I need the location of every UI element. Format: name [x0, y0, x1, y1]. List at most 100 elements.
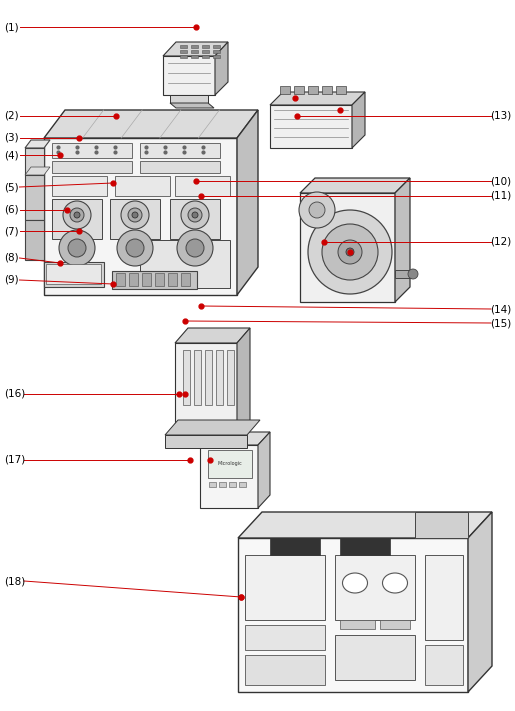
- Bar: [336, 86, 346, 94]
- Bar: [112, 271, 197, 289]
- Circle shape: [68, 239, 86, 257]
- Bar: [140, 143, 220, 158]
- Bar: [194, 350, 201, 405]
- Polygon shape: [215, 42, 228, 95]
- Circle shape: [322, 224, 378, 280]
- Text: (9): (9): [4, 275, 19, 285]
- Bar: [170, 199, 220, 239]
- Polygon shape: [352, 92, 365, 148]
- Bar: [213, 45, 220, 48]
- Text: (17): (17): [4, 455, 25, 465]
- Bar: [52, 161, 132, 173]
- Bar: [227, 350, 234, 405]
- Bar: [191, 50, 198, 53]
- Bar: [44, 262, 104, 287]
- Circle shape: [132, 212, 138, 218]
- Ellipse shape: [342, 573, 368, 593]
- Text: Micrologic: Micrologic: [218, 461, 243, 466]
- Circle shape: [188, 208, 202, 222]
- Bar: [52, 176, 107, 196]
- Bar: [208, 450, 252, 478]
- Text: (15): (15): [490, 318, 511, 328]
- Polygon shape: [170, 95, 208, 103]
- Circle shape: [192, 212, 198, 218]
- Polygon shape: [200, 432, 270, 445]
- Bar: [308, 86, 318, 94]
- Bar: [229, 482, 236, 487]
- Polygon shape: [163, 42, 228, 56]
- Circle shape: [63, 201, 91, 229]
- Polygon shape: [170, 103, 214, 108]
- Polygon shape: [270, 538, 320, 555]
- Circle shape: [299, 192, 335, 228]
- Bar: [191, 55, 198, 58]
- Polygon shape: [237, 110, 258, 295]
- Polygon shape: [165, 435, 247, 448]
- Bar: [216, 350, 223, 405]
- Bar: [213, 55, 220, 58]
- Bar: [202, 55, 209, 58]
- Bar: [180, 55, 187, 58]
- Polygon shape: [395, 178, 410, 302]
- Circle shape: [117, 230, 153, 266]
- Bar: [425, 555, 463, 640]
- Bar: [335, 555, 415, 620]
- Text: (1): (1): [4, 22, 19, 32]
- Bar: [294, 86, 304, 94]
- Bar: [239, 482, 246, 487]
- Polygon shape: [25, 148, 44, 175]
- Polygon shape: [163, 56, 215, 95]
- Bar: [116, 273, 125, 286]
- Text: (10): (10): [490, 176, 511, 186]
- Polygon shape: [270, 105, 352, 148]
- Ellipse shape: [383, 573, 407, 593]
- Polygon shape: [175, 328, 250, 343]
- Text: (6): (6): [4, 205, 19, 215]
- Bar: [219, 482, 226, 487]
- Polygon shape: [238, 512, 492, 538]
- Text: (7): (7): [4, 226, 19, 236]
- Bar: [322, 86, 332, 94]
- Bar: [180, 50, 187, 53]
- Bar: [209, 482, 216, 487]
- Circle shape: [309, 202, 325, 218]
- Polygon shape: [44, 110, 258, 138]
- Polygon shape: [165, 420, 260, 435]
- Bar: [340, 620, 375, 629]
- Text: (18): (18): [4, 576, 25, 586]
- Bar: [245, 655, 325, 685]
- Circle shape: [177, 230, 213, 266]
- Bar: [142, 273, 151, 286]
- Bar: [46, 264, 101, 284]
- Polygon shape: [300, 178, 410, 193]
- Bar: [205, 350, 212, 405]
- Text: (16): (16): [4, 389, 25, 399]
- Bar: [175, 176, 230, 196]
- Circle shape: [186, 239, 204, 257]
- Bar: [183, 350, 190, 405]
- Bar: [280, 86, 290, 94]
- Polygon shape: [25, 175, 44, 220]
- Bar: [202, 45, 209, 48]
- Bar: [140, 161, 220, 173]
- Bar: [115, 176, 170, 196]
- Polygon shape: [415, 512, 468, 538]
- Circle shape: [70, 208, 84, 222]
- Polygon shape: [340, 538, 390, 555]
- Polygon shape: [25, 167, 50, 175]
- Bar: [168, 273, 177, 286]
- Text: (12): (12): [490, 237, 511, 247]
- Bar: [380, 620, 410, 629]
- Text: (3): (3): [4, 133, 19, 143]
- Bar: [181, 273, 190, 286]
- Polygon shape: [238, 538, 468, 692]
- Circle shape: [338, 240, 362, 264]
- Circle shape: [408, 269, 418, 279]
- Bar: [180, 45, 187, 48]
- Polygon shape: [300, 193, 395, 302]
- Circle shape: [308, 210, 392, 294]
- Bar: [245, 555, 325, 620]
- Bar: [202, 50, 209, 53]
- Polygon shape: [25, 140, 50, 148]
- Bar: [245, 625, 325, 650]
